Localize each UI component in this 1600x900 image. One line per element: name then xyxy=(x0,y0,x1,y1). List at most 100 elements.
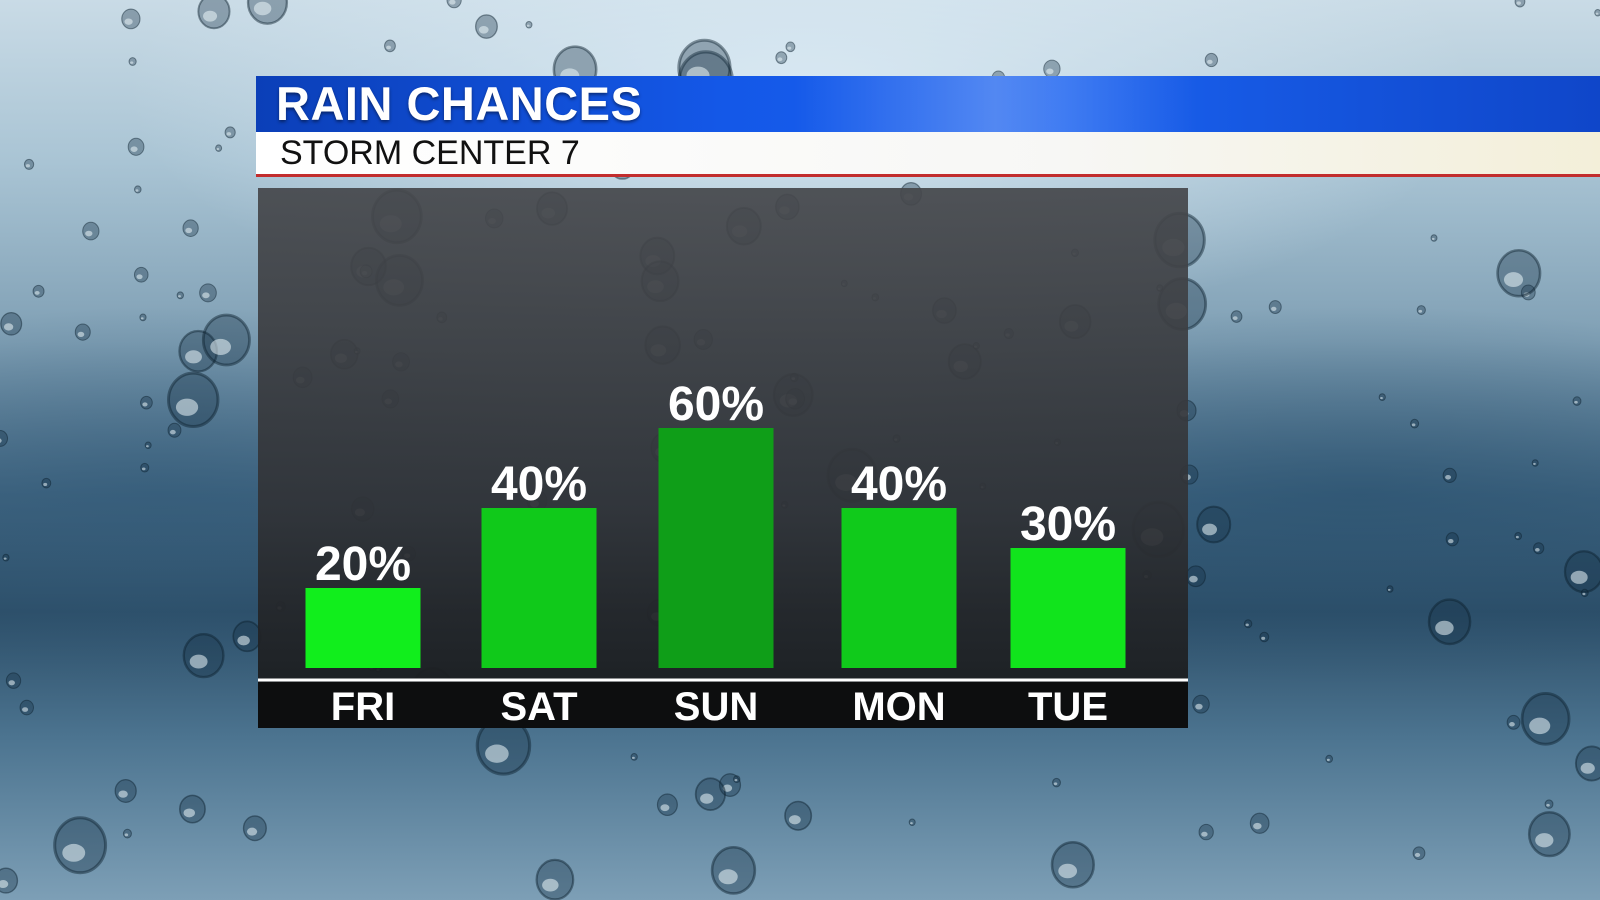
raindrop xyxy=(19,699,34,716)
raindrop xyxy=(1572,396,1582,406)
raindrop xyxy=(1496,249,1542,298)
raindrop xyxy=(908,818,916,827)
raindrop xyxy=(1533,542,1545,555)
raindrop xyxy=(178,329,219,373)
raindrop xyxy=(167,422,182,438)
raindrop xyxy=(197,0,231,30)
raindrop xyxy=(1204,52,1219,68)
title-bar-shine xyxy=(793,76,1197,132)
raindrop xyxy=(1527,811,1571,858)
bar-mon xyxy=(841,508,957,668)
raindrop xyxy=(2,553,10,562)
chart-subtitle: STORM CENTER 7 xyxy=(280,134,580,172)
raindrop xyxy=(785,41,796,53)
bar-value-label-sun: 60% xyxy=(668,378,764,431)
raindrop xyxy=(1580,588,1589,598)
chart-panel: 20% FRI 40% SAT 60% SUN 40% MON 30% TUE xyxy=(258,188,1188,728)
category-label-fri: FRI xyxy=(331,685,395,728)
raindrop xyxy=(1430,234,1438,242)
raindrop xyxy=(1386,585,1394,593)
raindrop xyxy=(630,752,638,761)
bar-tue xyxy=(1010,548,1126,668)
bar-sun xyxy=(658,428,774,668)
category-label-sat: SAT xyxy=(500,685,577,728)
raindrop xyxy=(1196,505,1232,544)
raindrop xyxy=(1249,812,1270,834)
raindrop xyxy=(121,8,141,30)
raindrop xyxy=(182,219,199,237)
raindrop xyxy=(0,867,19,894)
raindrop xyxy=(1198,823,1214,841)
raindrop xyxy=(1442,467,1457,483)
bar-value-label-mon: 40% xyxy=(851,458,947,511)
raindrop xyxy=(242,815,267,842)
raindrop xyxy=(134,185,142,194)
raindrop xyxy=(1412,846,1426,861)
raindrop xyxy=(140,395,153,410)
raindrop xyxy=(1192,694,1210,714)
raindrop xyxy=(1243,619,1253,629)
raindrop xyxy=(74,323,91,341)
raindrop xyxy=(215,144,223,152)
raindrop xyxy=(1230,310,1243,323)
raindrop xyxy=(784,800,813,831)
raindrop xyxy=(178,794,206,824)
raindrop xyxy=(1520,284,1536,301)
raindrop xyxy=(53,816,108,875)
raindrop xyxy=(224,126,236,139)
raindrop xyxy=(122,828,132,839)
raindrop xyxy=(232,620,262,653)
raindrop xyxy=(32,284,45,298)
raindrop xyxy=(1378,393,1386,401)
raindrop xyxy=(201,313,251,367)
raindrop xyxy=(1520,692,1571,746)
raindrop xyxy=(1445,532,1459,547)
raindrop xyxy=(384,39,396,53)
raindrop xyxy=(474,14,498,39)
raindrop xyxy=(41,477,52,489)
bar-value-label-tue: 30% xyxy=(1020,498,1116,551)
raindrop xyxy=(114,779,137,803)
raindrop xyxy=(1563,550,1600,594)
bar-sat xyxy=(481,508,597,668)
raindrop xyxy=(694,777,727,811)
raindrop xyxy=(144,441,152,450)
rain-chance-bar-chart: 20% FRI 40% SAT 60% SUN 40% MON 30% TUE xyxy=(258,378,1188,728)
raindrop xyxy=(167,371,220,428)
raindrop xyxy=(176,291,184,300)
raindrop xyxy=(1268,300,1282,315)
raindrop xyxy=(710,845,757,895)
raindrop xyxy=(182,633,225,679)
raindrop xyxy=(525,20,533,29)
category-label-tue: TUE xyxy=(1028,685,1108,728)
raindrop xyxy=(5,672,22,689)
raindrop xyxy=(127,137,145,156)
raindrop xyxy=(199,283,217,303)
subtitle-bar: STORM CENTER 7 xyxy=(256,132,1600,177)
title-bar: RAIN CHANCES xyxy=(256,76,1600,132)
raindrop xyxy=(133,266,149,283)
raindrop xyxy=(1531,459,1539,467)
raindrop xyxy=(535,858,575,900)
raindrop xyxy=(128,57,137,66)
raindrop xyxy=(1259,631,1270,643)
raindrop xyxy=(0,430,9,447)
raindrop xyxy=(1506,714,1521,730)
raindrop xyxy=(1574,745,1600,782)
raindrop xyxy=(1544,799,1554,809)
raindrop xyxy=(733,775,741,784)
raindrop xyxy=(1514,531,1523,541)
raindrop xyxy=(82,221,100,241)
raindrop xyxy=(1427,598,1472,646)
bar-value-label-sat: 40% xyxy=(491,458,587,511)
raindrop xyxy=(1325,754,1334,764)
raindrop xyxy=(23,158,35,170)
bar-fri xyxy=(305,588,421,668)
raindrop xyxy=(1185,565,1206,588)
raindrop xyxy=(446,0,462,9)
category-label-sun: SUN xyxy=(674,685,758,728)
raindrop xyxy=(140,462,150,473)
raindrop xyxy=(1050,840,1095,889)
raindrop xyxy=(775,51,788,65)
category-label-mon: MON xyxy=(852,685,945,728)
